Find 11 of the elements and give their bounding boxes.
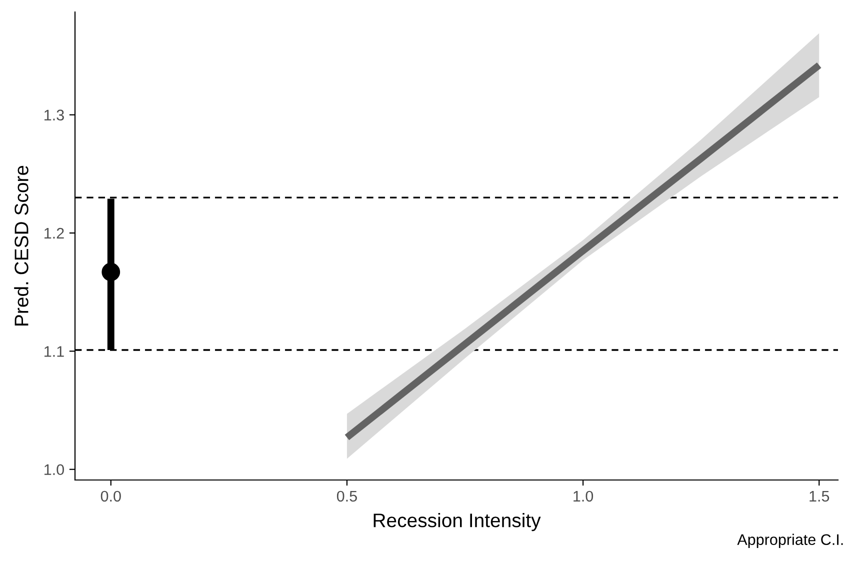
y-tick-label: 1.2: [44, 228, 64, 239]
x-tick-label: 1.5: [810, 490, 830, 502]
x-tick-label: 1.0: [574, 490, 594, 502]
y-tick-label: 1.1: [44, 346, 64, 357]
x-axis-title: Recession Intensity: [374, 512, 541, 532]
text: Appropriate C.I.: [737, 534, 843, 548]
y-axis-title: Pred. CESD Score: [14, 166, 28, 326]
y-tick-label: 1.3: [44, 110, 64, 121]
y-tick-label: 1.0: [44, 464, 64, 476]
x-tick-label: 0.0: [100, 490, 121, 502]
x-tick-label: 0.5: [336, 490, 357, 502]
